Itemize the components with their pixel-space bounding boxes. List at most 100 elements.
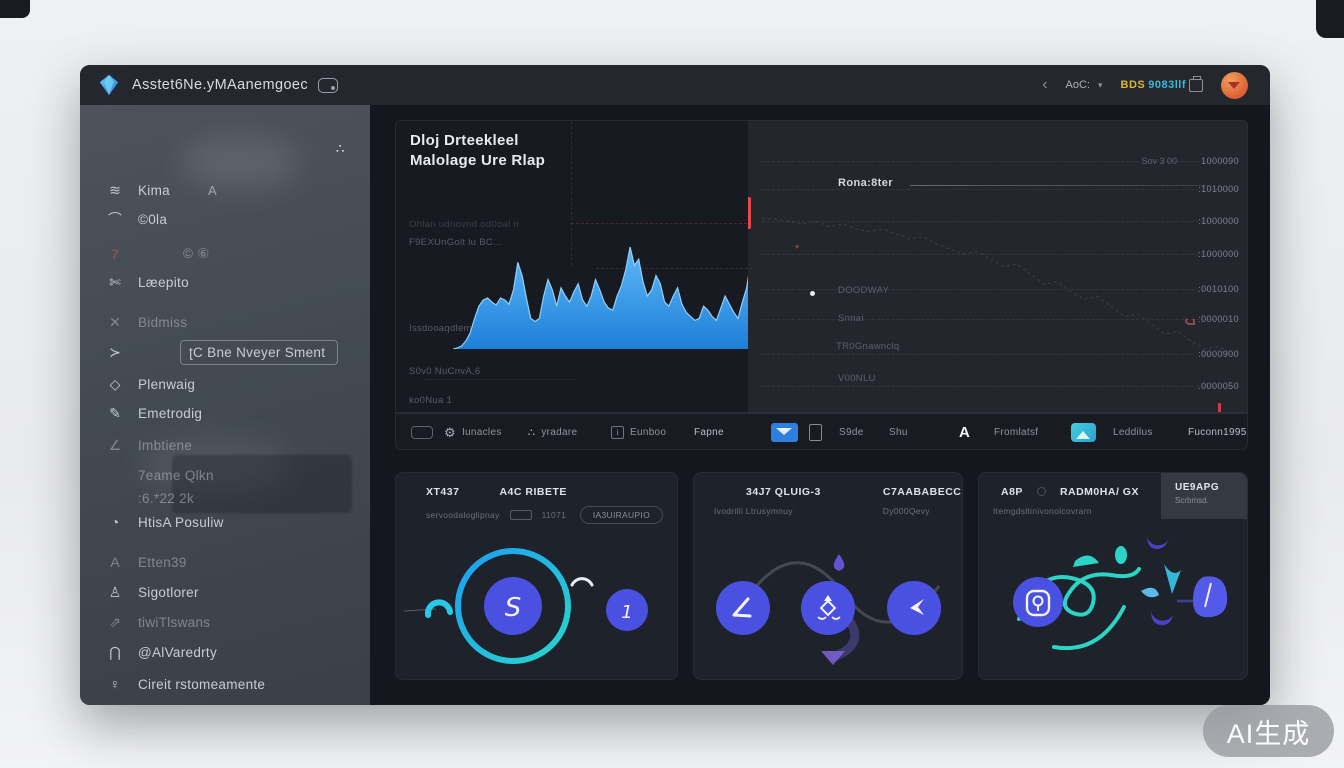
sidebar-item-alvaredrty[interactable]: ⋂ @AlVaredrty [80,640,370,664]
asset-card-1[interactable]: XT437 A4C RIBETE servoodaloglipnay 11071… [395,472,678,680]
toolbar-fuconn-button[interactable]: Fuconn1995 [1188,427,1247,438]
toolbar-mail-button[interactable] [771,414,798,451]
sidebar-item-kima[interactable]: ≋ Kima A [80,178,370,202]
sidebar-item-management[interactable]: ≻ ʈC Bne Nveyer Sment [80,339,370,365]
toolbar-leddilus-button[interactable]: Leddilus [1113,427,1153,438]
main-content: Dloj Drteekleel Malolage Ure Rlap Ohlan … [370,105,1270,705]
sidebar-item-misc[interactable]: :6.*22 2k [138,490,194,506]
axis-row: Sov 3 00 1000090 [762,156,1239,166]
legend-label: Rona:8ter [838,177,893,189]
card-corner-badge: UE9APG Scrbmsd. [1161,473,1247,519]
sidebar-item-tiwitlswans[interactable]: ⇗ tiwiTlswans [80,610,370,634]
envelope-icon [771,423,798,442]
sidebar: ∴ ≋ Kima A ⌒ ©0la 7 © ⑥ ✄ Læepito ✕ Bidm… [80,105,370,705]
sidebar-item-ola[interactable]: ⌒ ©0la [80,207,370,231]
legend-line [910,185,1210,186]
asset-card-2[interactable]: 34J7 QLUIG-3 C7AABABECC Ivodrilli Ltrusy… [693,472,963,680]
corner-accent-right [1316,0,1344,38]
axis-row: :1000000 [762,249,1239,259]
chart-toolbar: ⚙ Iunacles ∴ yradare i Eunboo Fapne S9de… [395,413,1248,450]
toolbar-frame-button[interactable] [411,414,433,451]
balance-badge[interactable]: BDS 9083llf [1120,75,1203,92]
badge-code: BDS [1120,79,1146,91]
paw-icon[interactable]: ∴ [336,141,345,156]
camera-icon[interactable] [318,77,339,93]
topbar: Asstet6Ne.yMAanemgoec ‹ AoC: ▾ BDS 9083l… [80,65,1270,105]
app-title: Asstet6Ne.yMAanemgoec [132,77,309,93]
chart-y-label: Ohlan udnovnd od0oal n [409,219,520,230]
sidebar-item-emetrodig[interactable]: ✎ Emetrodig [80,401,370,425]
sidebar-item-badges[interactable]: 7 © ⑥ [80,242,370,266]
toolbar-fromlatsf-button[interactable]: Fromlatsf [994,427,1039,438]
letter-a-icon: A [110,554,120,570]
sidebar-item-teame[interactable]: 7eame Qlkn [138,467,214,483]
sidebar-item-planning[interactable]: ◇ Plenwaig [80,372,370,396]
cross-icon: ✕ [109,313,121,330]
pawn-icon: ♙ [108,583,122,600]
toolbar-file-button[interactable] [809,414,822,451]
circle-icon [1036,487,1046,496]
scissors-icon: ✄ [109,273,121,290]
swirl-artwork [1013,537,1228,651]
voltage-area-chart [452,243,748,350]
a-marker: A [208,182,217,198]
series-label: TR0Gnawnclq [836,341,900,352]
sidebar-item-bidmiss[interactable]: ✕ Bidmiss [80,310,370,334]
diamond-icon: ◇ [109,375,121,392]
card-code: 34J7 QLUIG-3 [746,486,821,498]
flag-icon: 7 [111,246,119,262]
app-logo-icon [99,74,119,96]
card-subheader: Itemgdsltinivonolcovrarn [993,506,1092,516]
angle-icon: ∠ [108,436,122,453]
toolbar-shu-button[interactable]: Shu [889,427,908,438]
sidebar-item-laepito[interactable]: ✄ Læepito [80,270,370,294]
card-action-pill[interactable]: IA3UIRAUPIO [579,506,663,524]
toolbar-sparkle-button[interactable]: ∴ yradare [528,427,578,439]
series-label: Snnai [838,313,864,324]
waves-icon: ≋ [109,181,121,198]
back-chevron-icon[interactable]: ‹ [1042,76,1048,93]
card-subheader: servoodaloglipnay 11071 IA3UIRAUPIO [396,506,677,524]
topbar-right: ‹ AoC: ▾ BDS 9083llf [1042,71,1248,99]
chevrons-icon: ≻ [109,343,121,360]
alert-tick [1218,403,1221,412]
sidebar-item-etten[interactable]: A Etten39 [80,550,370,574]
toolbar-image-button[interactable] [1071,414,1096,451]
alert-asterisk: * [795,243,800,255]
card-code: XT437 [426,486,460,498]
chart-y-label: S0v0 NuCnvA,6 [409,366,481,377]
asset-card-3[interactable]: A8P RADM0HA/ GX UE9APG Scrbmsd. Itemgdsl… [978,472,1248,680]
sidebar-highlight-block [172,455,352,513]
pencil-icon: ✎ [109,404,121,421]
chart-y-label: ko0Nua 1 [409,395,453,406]
gridline [571,223,747,224]
data-point-dot [810,291,815,296]
voltage-chart-panel: Dloj Drteekleel Malolage Ure Rlap Ohlan … [395,120,748,413]
toolbar-fapne-button[interactable]: Fapne [694,427,724,438]
toolbar-info-button[interactable]: i Eunboo [611,414,666,451]
gridline [424,379,574,380]
sidebar-item-cireit[interactable]: ♀ Cireit rstomeamente [80,672,370,696]
arrow-up-right-icon: ⇗ [109,613,121,630]
person-icon: ♀ [109,676,121,692]
ring-artwork: S 1 [403,548,648,664]
sidebar-item-sigotlorer[interactable]: ♙ Sigotlorer [80,580,370,604]
toolbar-a-button[interactable]: A [959,414,970,451]
badge-value: 9083llf [1148,79,1186,91]
card-header: 34J7 QLUIG-3 C7AABABECC [694,486,962,498]
sidebar-item-htisa[interactable]: ◔ HtisA Posuliw [80,510,370,534]
gridline [596,268,748,269]
toolbar-side-button[interactable]: S9de [839,427,864,438]
chart-title: Dloj Drteekleel Malolage Ure Rlap [410,132,546,169]
hook-icon: ⌒ [108,211,122,227]
topbar-dropdown[interactable]: AoC: ▾ [1066,79,1103,91]
user-avatar[interactable] [1221,71,1248,99]
letter-a-icon: A [959,424,971,441]
sidebar-item-imbtiene[interactable]: ∠ Imbtiene [80,433,370,457]
file-icon [809,424,822,441]
card-title: RADM0HA/ GX [1059,486,1139,498]
toolbar-settings-button[interactable]: ⚙ Iunacles [444,424,502,440]
axis-row: .0000050 [762,381,1239,391]
chart-y-label: Issdooaqdleme [409,323,478,334]
card-title: A4C RIBETE [499,486,567,498]
